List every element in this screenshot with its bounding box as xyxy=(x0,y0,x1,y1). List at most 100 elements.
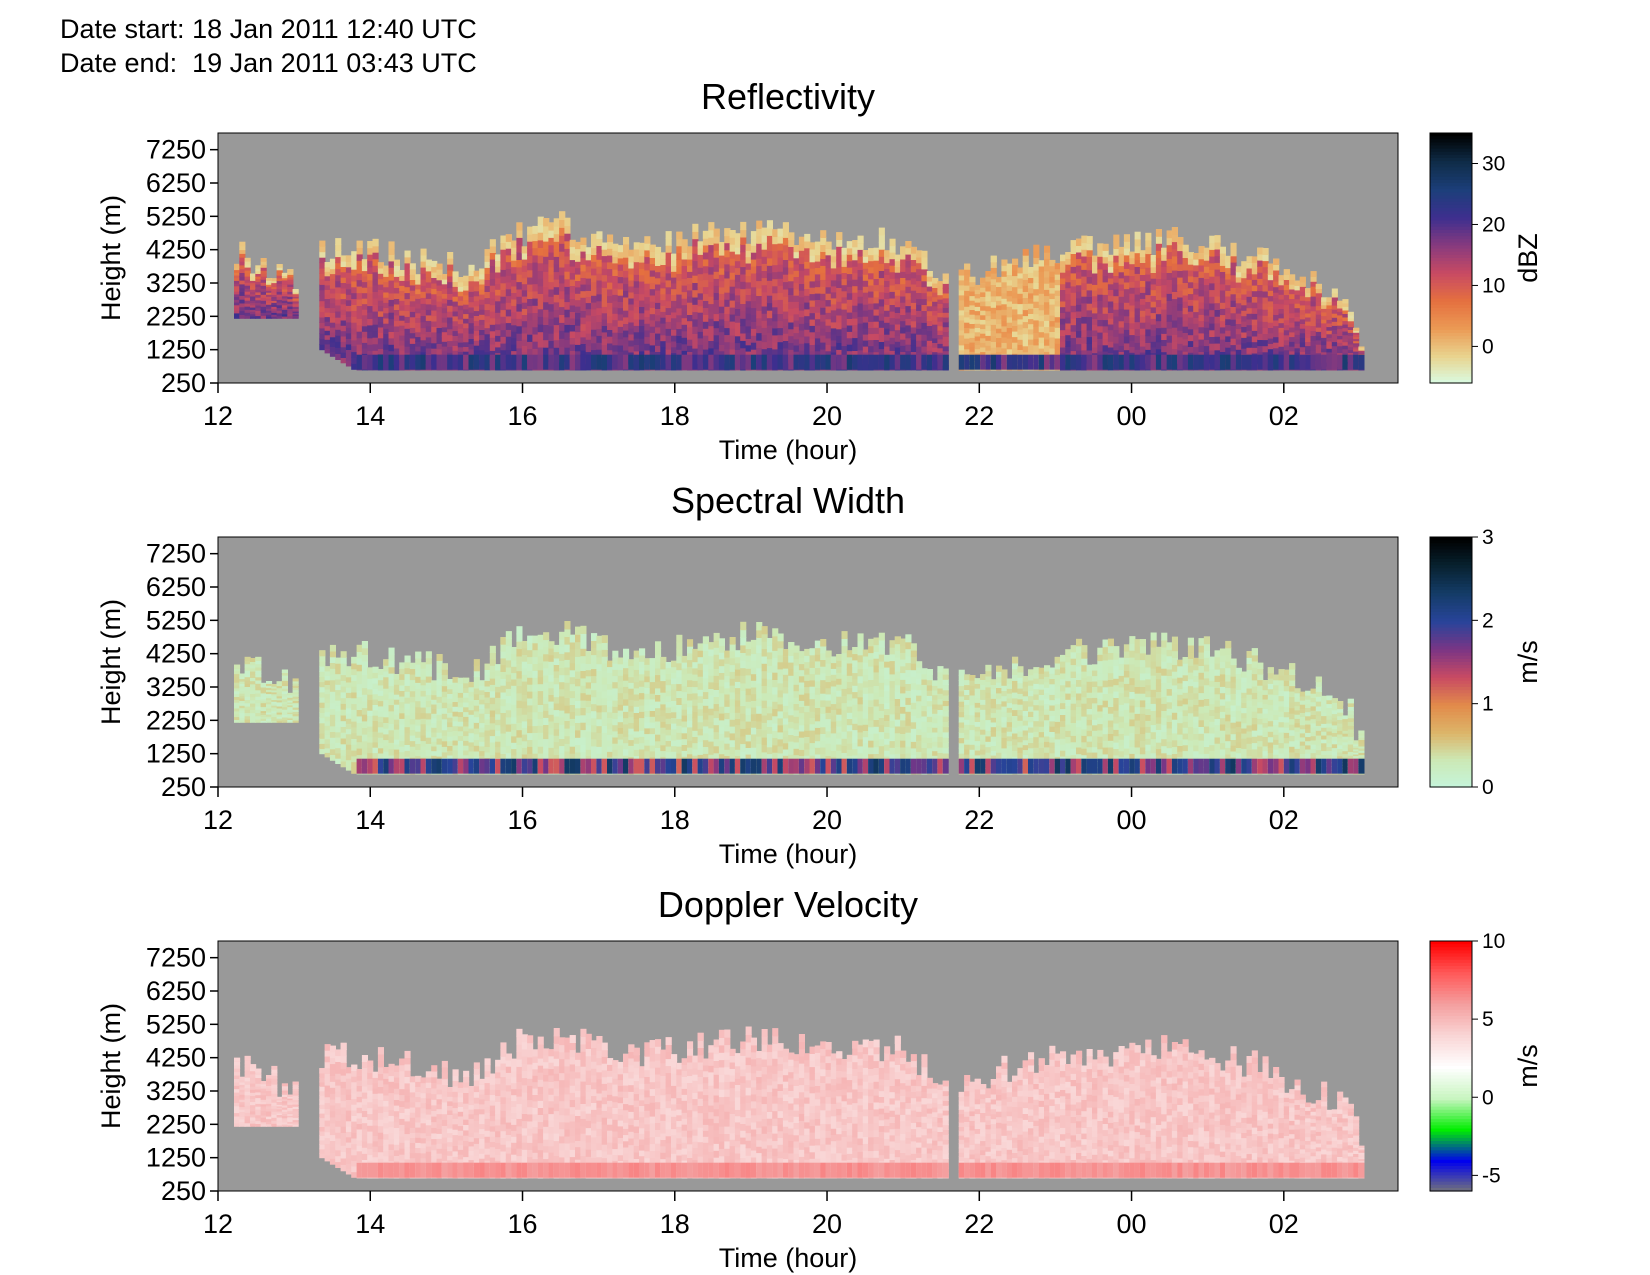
echo-cell xyxy=(527,348,534,357)
echo-cell xyxy=(276,703,283,707)
echo-cell xyxy=(761,348,768,357)
bright-band-cell xyxy=(1262,354,1269,370)
echo-cell xyxy=(1044,276,1051,284)
echo-cell xyxy=(1017,333,1024,340)
echo-cell xyxy=(750,272,757,281)
colorbar-swatch xyxy=(1430,361,1472,365)
echo-cell xyxy=(255,278,262,282)
echo-cell xyxy=(1028,318,1035,325)
bright-band-cell xyxy=(761,354,768,370)
echo-cell xyxy=(367,343,374,352)
echo-cell xyxy=(521,332,528,340)
echo-cell xyxy=(628,255,635,263)
echo-cell xyxy=(532,305,539,313)
echo-cell xyxy=(788,301,795,309)
echo-cell xyxy=(1219,345,1226,352)
echo-cell xyxy=(292,702,299,706)
echo-cell xyxy=(516,229,523,238)
echo-cell xyxy=(356,696,363,704)
x-tick-label: 22 xyxy=(964,401,994,431)
echo-cell xyxy=(361,275,368,283)
echo-cell xyxy=(319,665,326,672)
echo-cell xyxy=(804,267,811,276)
echo-cell xyxy=(740,221,747,231)
echo-cell xyxy=(734,240,741,248)
echo-cell xyxy=(846,241,853,249)
echo-cell xyxy=(857,249,864,257)
echo-cell xyxy=(676,238,683,247)
echo-cell xyxy=(1006,321,1013,328)
echo-cell xyxy=(692,304,699,313)
echo-cell xyxy=(553,309,560,318)
echo-cell xyxy=(1006,279,1013,286)
echo-cell xyxy=(1129,316,1136,324)
echo-cell xyxy=(612,350,619,358)
echo-cell xyxy=(1155,243,1162,251)
echo-cell xyxy=(276,711,283,715)
bright-band-cell xyxy=(756,354,763,370)
echo-cell xyxy=(607,241,614,249)
echo-cell xyxy=(292,711,299,715)
echo-cell xyxy=(260,300,267,304)
echo-cell xyxy=(889,291,896,299)
echo-cell xyxy=(324,316,331,322)
bright-band-cell xyxy=(862,354,869,370)
echo-cell xyxy=(1033,244,1040,252)
echo-cell xyxy=(644,296,651,304)
echo-cell xyxy=(777,299,784,307)
echo-cell xyxy=(772,278,779,287)
echo-cell xyxy=(1241,331,1248,338)
echo-cell xyxy=(1123,288,1130,296)
echo-cell xyxy=(553,233,560,242)
echo-cell xyxy=(607,342,614,351)
echo-cell xyxy=(260,264,267,268)
echo-cell xyxy=(777,264,784,272)
echo-cell xyxy=(921,339,928,347)
echo-cell xyxy=(234,280,241,284)
echo-cell xyxy=(1012,258,1019,265)
colorbar-swatch xyxy=(1430,364,1472,368)
echo-cell xyxy=(607,254,614,263)
echo-cell xyxy=(1150,289,1157,296)
echo-cell xyxy=(665,342,672,350)
echo-cell xyxy=(1118,277,1125,285)
echo-cell xyxy=(495,260,502,267)
echo-cell xyxy=(932,278,939,284)
echo-cell xyxy=(980,314,987,320)
echo-cell xyxy=(1118,302,1125,310)
echo-cell xyxy=(457,328,464,334)
echo-cell xyxy=(276,293,283,298)
echo-cell xyxy=(1022,297,1029,304)
echo-cell xyxy=(250,699,257,704)
echo-cell xyxy=(1038,260,1045,267)
echo-cell xyxy=(889,317,896,325)
echo-cell xyxy=(1278,317,1285,324)
echo-cell xyxy=(585,296,592,304)
echo-cell xyxy=(942,350,949,356)
echo-cell xyxy=(868,266,875,274)
echo-cell xyxy=(527,298,534,307)
echo-cell xyxy=(1049,265,1056,272)
echo-cell xyxy=(356,260,363,268)
echo-cell xyxy=(1177,283,1184,291)
echo-cell xyxy=(846,286,853,294)
echo-cell xyxy=(345,327,352,334)
colorbar-swatch xyxy=(1430,136,1472,140)
echo-cell xyxy=(990,324,997,331)
echo-cell xyxy=(782,259,789,268)
echo-cell xyxy=(420,266,427,274)
echo-cell xyxy=(1107,254,1114,262)
echo-cell xyxy=(724,263,731,272)
bright-band-cell xyxy=(1278,354,1285,370)
echo-cell xyxy=(649,332,656,340)
echo-cell xyxy=(319,727,326,734)
echo-cell xyxy=(250,309,257,313)
echo-cell xyxy=(1241,342,1248,349)
echo-cell xyxy=(244,686,251,691)
echo-cell xyxy=(878,341,885,350)
echo-cell xyxy=(484,285,491,292)
bright-band-cell xyxy=(1331,354,1338,370)
echo-cell xyxy=(511,285,518,293)
echo-cell xyxy=(266,719,273,723)
echo-cell xyxy=(329,326,336,333)
